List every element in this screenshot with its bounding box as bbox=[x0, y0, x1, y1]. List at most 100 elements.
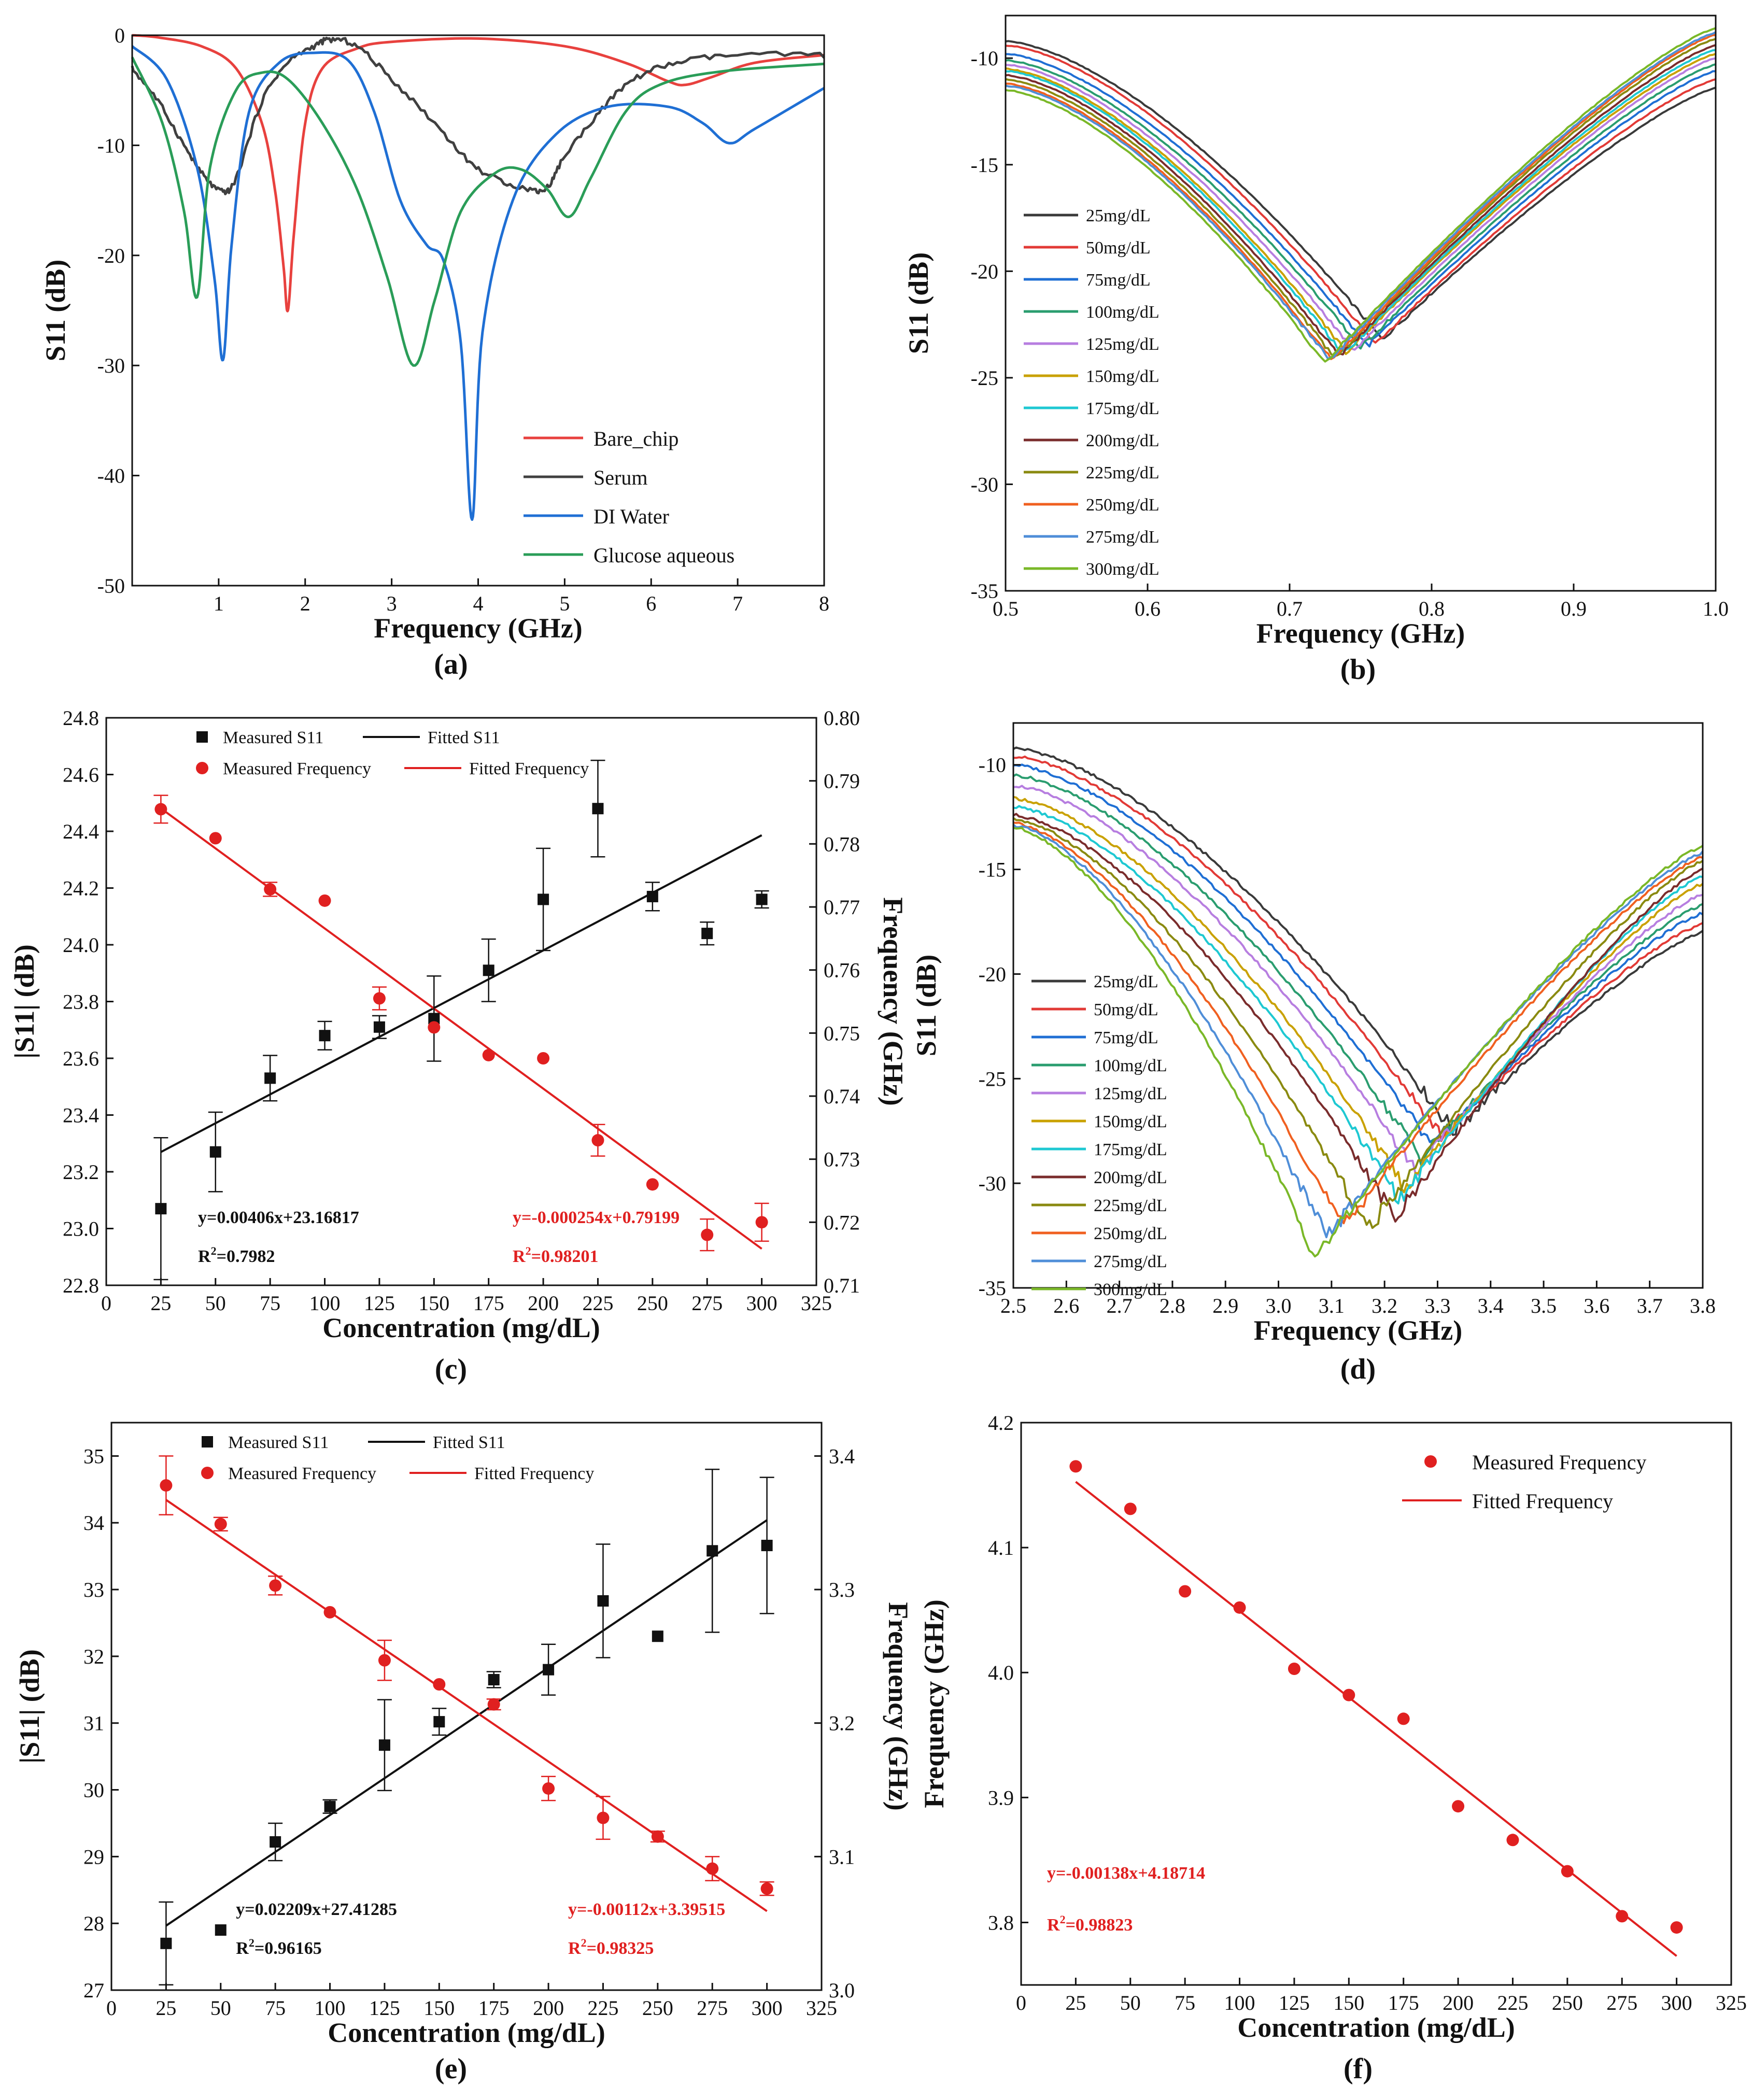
x-tick-label: 50 bbox=[1120, 1991, 1141, 2014]
y-tick-label: 34 bbox=[83, 1511, 104, 1535]
y-tick-label: 4.2 bbox=[988, 1411, 1014, 1435]
x-tick-label: 7 bbox=[732, 592, 743, 615]
y2-tick-label: 3.2 bbox=[829, 1712, 855, 1735]
legend-label: Fitted Frequency bbox=[1472, 1489, 1613, 1513]
measured-frequency-point bbox=[646, 1178, 659, 1191]
x-tick-label: 3.2 bbox=[1372, 1294, 1397, 1317]
measured-frequency-point bbox=[1124, 1502, 1137, 1515]
legend-label: 100mg/dL bbox=[1094, 1056, 1167, 1075]
y2-tick-label: 0.75 bbox=[824, 1021, 860, 1045]
legend-swatch-measured-s11 bbox=[196, 731, 208, 743]
legend-label: 300mg/dL bbox=[1094, 1280, 1167, 1299]
x-tick-label: 175 bbox=[1388, 1991, 1419, 2014]
legend-label: 225mg/dL bbox=[1094, 1196, 1167, 1215]
y-tick-label: 23.4 bbox=[63, 1104, 99, 1127]
legend-label: 50mg/dL bbox=[1094, 1000, 1158, 1019]
fitted-s11-line bbox=[165, 1519, 768, 1927]
series-line-275mg-dL bbox=[1012, 824, 1704, 1239]
legend-label: 175mg/dL bbox=[1094, 1140, 1167, 1159]
x-tick-label: 0.8 bbox=[1419, 597, 1445, 620]
legend-label: 175mg/dL bbox=[1086, 399, 1160, 418]
y2-tick-label: 0.79 bbox=[824, 770, 860, 793]
x-tick-label: 100 bbox=[315, 1996, 346, 2020]
series-line-200mg-dL bbox=[1012, 813, 1703, 1223]
panel-label-d: (d) bbox=[1340, 1353, 1376, 1385]
legend-swatch-measured-s11 bbox=[202, 1436, 213, 1448]
legend-swatch-measured-frequency bbox=[1424, 1455, 1437, 1468]
x-tick-label: 150 bbox=[423, 1996, 455, 2020]
x-tick-label: 0 bbox=[106, 1996, 117, 2020]
legend-label: 125mg/dL bbox=[1086, 335, 1160, 354]
measured-frequency-point bbox=[1288, 1662, 1300, 1675]
series-line-di-water bbox=[131, 45, 825, 521]
series-line-300mg-dL bbox=[1013, 827, 1704, 1258]
legend-label: 50mg/dL bbox=[1086, 238, 1151, 258]
measured-s11-point bbox=[209, 1146, 221, 1158]
series-line-100mg-dL bbox=[1012, 773, 1703, 1167]
y-tick-label: 30 bbox=[83, 1779, 104, 1802]
y-tick-label: 3.8 bbox=[988, 1911, 1014, 1934]
measured-frequency-point bbox=[160, 1479, 173, 1492]
series-line-bare_chip bbox=[132, 34, 825, 313]
y-tick-label: 24.2 bbox=[63, 877, 99, 900]
measured-frequency-point bbox=[706, 1862, 719, 1875]
y2-tick-label: 3.1 bbox=[829, 1845, 855, 1868]
measured-frequency-point bbox=[651, 1830, 664, 1843]
plot-frame-b bbox=[1005, 15, 1717, 592]
y-tick-label: 4.0 bbox=[988, 1661, 1014, 1684]
legend-label: 150mg/dL bbox=[1094, 1112, 1167, 1131]
fitted-frequency-line bbox=[160, 807, 762, 1250]
equation-frequency: y=-0.000254x+0.79199 bbox=[513, 1208, 680, 1227]
y-tick-label: -30 bbox=[979, 1172, 1006, 1195]
measured-frequency-point bbox=[1561, 1865, 1574, 1878]
y-tick-label: 23.0 bbox=[63, 1217, 99, 1241]
y-tick-label: 29 bbox=[83, 1845, 104, 1868]
y-tick-label: 24.0 bbox=[63, 933, 99, 957]
x-tick-label: 275 bbox=[1606, 1991, 1637, 2014]
measured-frequency-point bbox=[154, 803, 167, 816]
y-tick-label: 3.9 bbox=[988, 1786, 1014, 1809]
y2-tick-label: 0.77 bbox=[824, 896, 860, 919]
r-squared-s11: R2=0.96165 bbox=[236, 1936, 321, 1958]
x-tick-label: 150 bbox=[1333, 1991, 1364, 2014]
measured-frequency-point bbox=[482, 1048, 495, 1061]
y2-tick-label: 0.78 bbox=[824, 832, 860, 856]
x-tick-label: 3.3 bbox=[1424, 1294, 1450, 1317]
y2-tick-label: 0.73 bbox=[824, 1148, 860, 1171]
x-tick-label: 225 bbox=[1497, 1991, 1528, 2014]
y-tick-label: -15 bbox=[971, 153, 998, 177]
y-tick-label: 4.1 bbox=[988, 1536, 1014, 1559]
series-line-25mg-dL bbox=[1005, 40, 1716, 339]
x-tick-label: 150 bbox=[418, 1292, 449, 1315]
y2-axis-title: Frequency (GHz) bbox=[878, 897, 909, 1105]
plot-frame-e bbox=[110, 1422, 823, 1991]
y2-tick-label: 0.80 bbox=[824, 706, 860, 730]
x-tick-label: 100 bbox=[1224, 1991, 1255, 2014]
x-tick-label: 50 bbox=[205, 1292, 226, 1315]
x-tick-label: 25 bbox=[1065, 1991, 1086, 2014]
measured-frequency-point bbox=[1179, 1585, 1192, 1598]
panel-label-a: (a) bbox=[434, 648, 468, 680]
y2-tick-label: 0.76 bbox=[824, 959, 860, 982]
series-line-250mg-dL bbox=[1013, 821, 1703, 1225]
measured-frequency-point bbox=[760, 1882, 773, 1895]
x-axis-title: Frequency (GHz) bbox=[374, 613, 582, 644]
legend-label: Measured Frequency bbox=[223, 759, 371, 778]
y-tick-label: -25 bbox=[979, 1067, 1006, 1090]
series-line-50mg-dL bbox=[1013, 755, 1703, 1142]
y-tick-label: -10 bbox=[979, 754, 1006, 777]
x-tick-label: 75 bbox=[260, 1292, 280, 1315]
measured-frequency-point bbox=[1069, 1460, 1082, 1473]
x-tick-label: 2.5 bbox=[1000, 1294, 1026, 1317]
legend-label: Bare_chip bbox=[593, 427, 678, 450]
y-tick-label: -10 bbox=[97, 134, 125, 157]
y-tick-label: 24.4 bbox=[63, 820, 99, 843]
series-line-glucose-aqueous bbox=[131, 56, 825, 367]
equation-s11: y=0.02209x+27.41285 bbox=[236, 1900, 397, 1919]
x-tick-label: 2.6 bbox=[1053, 1294, 1079, 1317]
legend-label: Fitted Frequency bbox=[469, 759, 589, 778]
x-tick-label: 2.9 bbox=[1212, 1294, 1238, 1317]
y2-tick-label: 3.0 bbox=[829, 1979, 855, 2002]
measured-s11-point bbox=[538, 893, 549, 905]
measured-frequency-point bbox=[214, 1517, 227, 1530]
